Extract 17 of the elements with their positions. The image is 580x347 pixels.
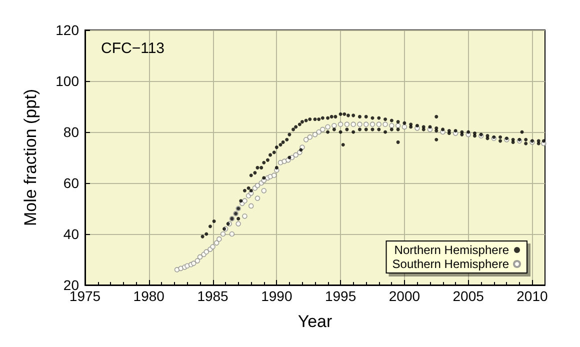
x-tick-label: 1990 xyxy=(261,288,292,304)
y-axis-title: Mole fraction (ppt) xyxy=(21,89,40,226)
x-tick-label: 1980 xyxy=(133,288,165,304)
x-tick-label: 1995 xyxy=(324,288,356,304)
y-tick-label: 120 xyxy=(56,22,80,38)
text: CFC−113 xyxy=(101,40,165,57)
y-tick-label: 80 xyxy=(63,124,80,140)
y-tick-label: 100 xyxy=(56,73,80,89)
legend-label: Northern Hemisphere xyxy=(394,243,510,257)
x-tick-label: 2000 xyxy=(388,288,420,304)
x-tick-label: 1985 xyxy=(197,288,229,304)
x-tick-label: 2010 xyxy=(516,288,548,304)
x-tick-label: 2005 xyxy=(452,288,484,304)
y-tick-label: 40 xyxy=(63,226,80,242)
y-tick-label: 60 xyxy=(63,175,80,191)
legend-label: Southern Hemisphere xyxy=(392,257,510,271)
x-axis-title: Year xyxy=(298,312,333,331)
